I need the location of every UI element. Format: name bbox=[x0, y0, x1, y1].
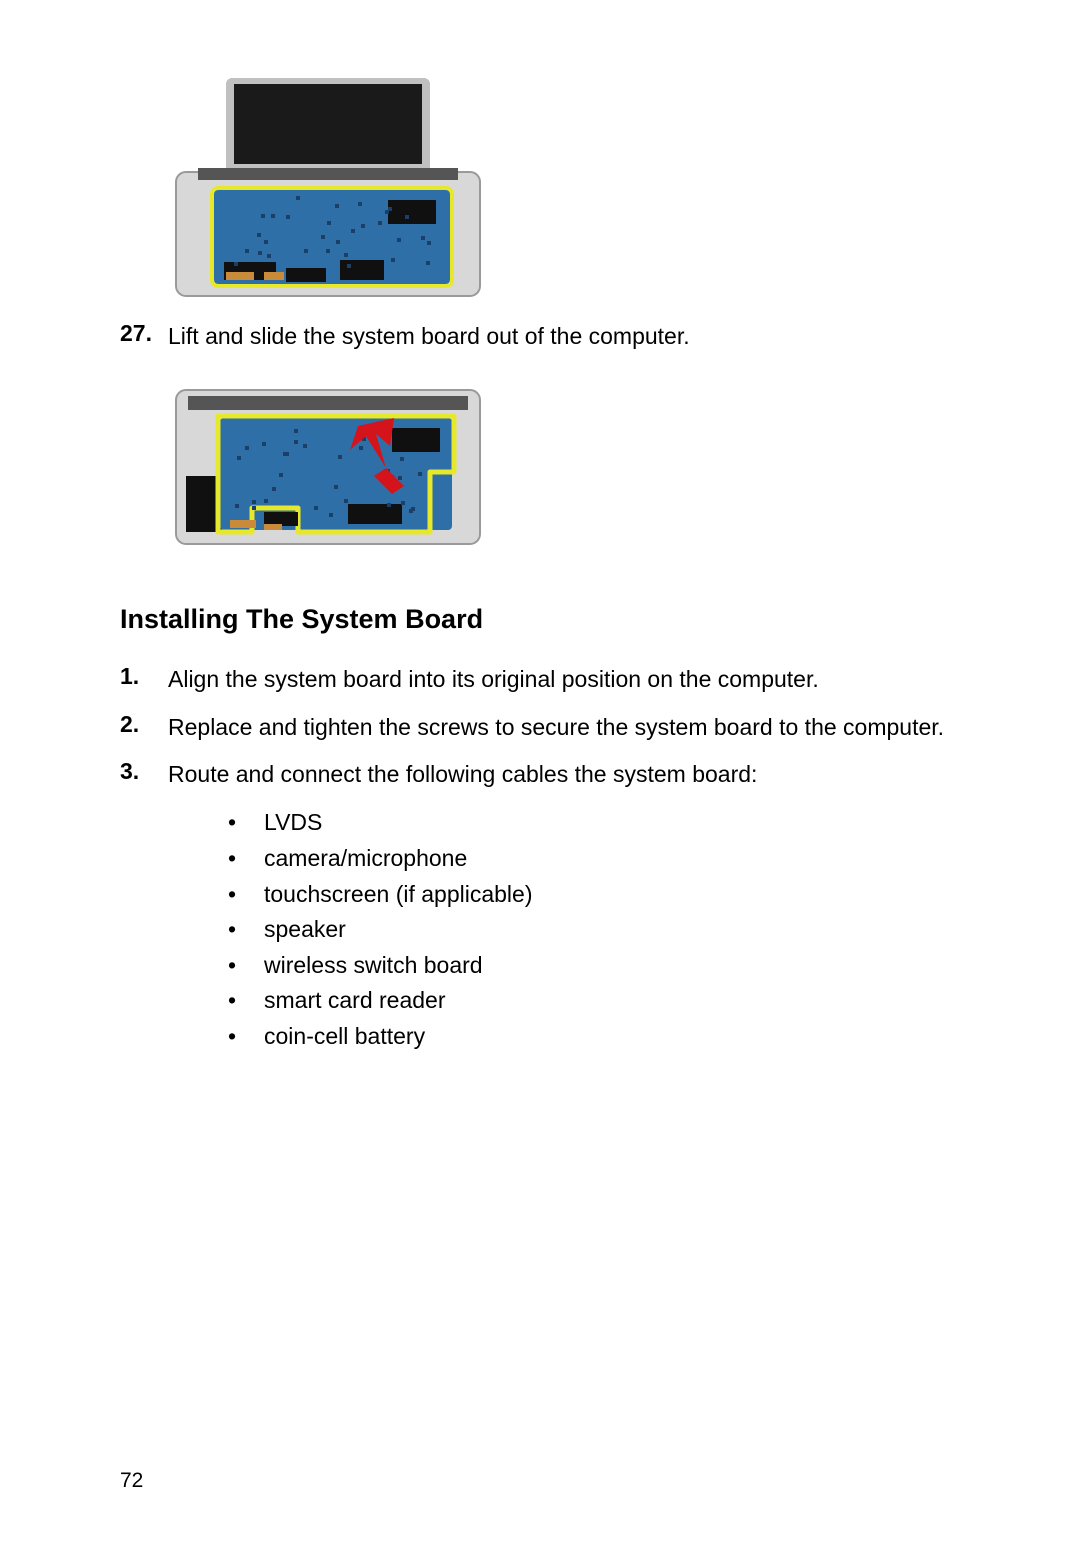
cable-item-3: speaker bbox=[228, 912, 960, 948]
step-27: 27. Lift and slide the system board out … bbox=[120, 320, 960, 352]
manual-page: 27. Lift and slide the system board out … bbox=[0, 0, 1080, 1545]
section-heading-installing-system-board: Installing The System Board bbox=[120, 604, 960, 635]
step-27-text: Lift and slide the system board out of t… bbox=[168, 320, 690, 352]
cable-item-0: LVDS bbox=[228, 805, 960, 841]
install-steps-list: Align the system board into its original… bbox=[120, 663, 960, 791]
page-number: 72 bbox=[120, 1469, 143, 1493]
figure-system-board-lift bbox=[168, 376, 960, 556]
install-step-text: Align the system board into its original… bbox=[168, 663, 819, 696]
cable-item-6: coin-cell battery bbox=[228, 1019, 960, 1055]
install-step-1: Align the system board into its original… bbox=[120, 663, 960, 696]
cable-item-4: wireless switch board bbox=[228, 948, 960, 984]
cable-item-1: camera/microphone bbox=[228, 841, 960, 877]
figure-2-svg bbox=[168, 376, 488, 556]
figure-system-board-open bbox=[168, 72, 960, 302]
step-27-number: 27. bbox=[120, 320, 168, 347]
install-step-3: Route and connect the following cables t… bbox=[120, 758, 960, 791]
install-step-2: Replace and tighten the screws to secure… bbox=[120, 711, 960, 744]
figure-1-svg bbox=[168, 72, 488, 302]
cable-item-2: touchscreen (if applicable) bbox=[228, 877, 960, 913]
cable-item-5: smart card reader bbox=[228, 983, 960, 1019]
install-step-text: Replace and tighten the screws to secure… bbox=[168, 711, 944, 744]
install-step-text: Route and connect the following cables t… bbox=[168, 758, 757, 791]
cable-list: LVDScamera/microphonetouchscreen (if app… bbox=[228, 805, 960, 1054]
